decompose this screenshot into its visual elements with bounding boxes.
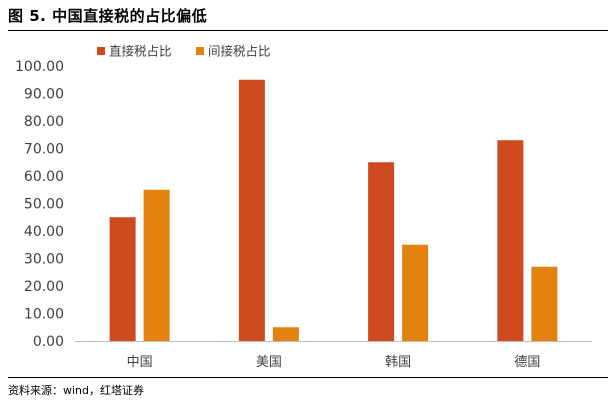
y-tick-label: 80.00 bbox=[24, 114, 64, 130]
y-tick-label: 50.00 bbox=[24, 197, 64, 213]
bar-indirect-tax-2 bbox=[402, 244, 429, 341]
bar-chart: 0.00 10.00 20.00 30.00 40.00 50.00 60.00 70.00 8… bbox=[15, 44, 592, 370]
figure-title: 图 5. 中国直接税的占比偏低 bbox=[8, 7, 208, 25]
y-tick-label: 0.00 bbox=[33, 334, 64, 350]
y-tick-label: 100.00 bbox=[15, 59, 64, 75]
bar-direct-tax-1 bbox=[238, 79, 265, 341]
bars bbox=[109, 79, 558, 341]
y-axis: 0.00 10.00 20.00 30.00 40.00 50.00 60.00 70.00 8… bbox=[15, 59, 64, 350]
legend: 直接税占比 间接税占比 bbox=[97, 44, 271, 59]
bar-direct-tax-2 bbox=[368, 162, 395, 341]
y-tick-label: 10.00 bbox=[24, 307, 64, 323]
y-tick-label: 60.00 bbox=[24, 169, 64, 185]
x-tick-label: 德国 bbox=[514, 355, 540, 370]
x-axis: 中国 美国 韩国 德国 bbox=[127, 355, 541, 370]
source-rule bbox=[8, 377, 608, 378]
x-tick-label: 中国 bbox=[127, 355, 153, 370]
bar-direct-tax-0 bbox=[109, 217, 136, 341]
y-tick-label: 70.00 bbox=[24, 142, 64, 158]
source-note: 资料来源：wind，红塔证券 bbox=[8, 384, 145, 397]
y-tick-label: 20.00 bbox=[24, 279, 64, 295]
bar-indirect-tax-0 bbox=[143, 189, 170, 341]
legend-label: 直接税占比 bbox=[109, 44, 172, 59]
x-tick-label: 韩国 bbox=[385, 355, 411, 370]
legend-swatch bbox=[196, 47, 204, 55]
y-tick-label: 30.00 bbox=[24, 252, 64, 268]
bar-direct-tax-3 bbox=[497, 140, 524, 341]
y-tick-label: 40.00 bbox=[24, 224, 64, 240]
title-rule bbox=[8, 30, 608, 31]
legend-swatch bbox=[97, 47, 105, 55]
x-tick-label: 美国 bbox=[256, 355, 282, 370]
y-tick-label: 90.00 bbox=[24, 87, 64, 103]
legend-label: 间接税占比 bbox=[208, 44, 271, 59]
bar-indirect-tax-3 bbox=[531, 266, 558, 341]
bar-indirect-tax-1 bbox=[272, 327, 299, 341]
